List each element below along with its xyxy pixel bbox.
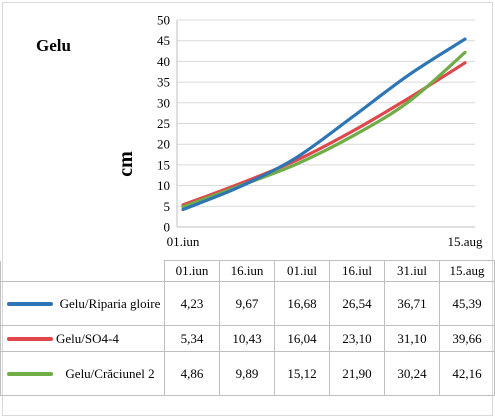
table-cell: 16,04 [274,325,330,352]
table-cell: 36,71 [384,281,440,326]
series-line-2 [181,50,467,209]
legend-label: Gelu/SO4-4 [56,330,119,346]
chart-title: Gelu [36,36,71,55]
series-layer [181,37,467,212]
table-cell: 23,10 [329,325,385,352]
table-cell: 39,66 [439,325,495,352]
y-tick-label: 5 [164,199,171,214]
y-tick-label: 35 [157,75,170,90]
table-cell: 9,67 [219,281,275,326]
table-row: Gelu/SO4-4 5,34 10,43 16,04 23,10 31,10 … [0,325,495,352]
table-cell: 4,86 [164,351,220,396]
table-header-cell: 16.iun [219,260,275,282]
data-table: 01.iun 16.iun 01.iul 16.iul 31.iul 15.au… [0,260,495,396]
legend-label: Gelu/Riparia gloire [59,295,161,311]
table-cell: 26,54 [329,281,385,326]
table-row: Gelu/Riparia gloire 4,23 9,67 16,68 26,5… [0,281,495,326]
legend-swatch-craciunel [7,371,53,376]
y-tick-label: 0 [164,220,171,235]
table-header-cell: 16.iul [329,260,385,282]
x-tick-label-end: 15.aug [447,234,483,249]
x-tick-label-start: 01.iun [167,234,200,249]
y-tick-label: 30 [157,95,170,110]
series-line-0 [181,37,467,212]
legend-swatch-riparia [7,301,53,306]
table-cell: 9,89 [219,351,275,396]
table-header-row: 01.iun 16.iun 01.iul 16.iul 31.iul 15.au… [0,260,495,282]
y-tick-label: 20 [157,137,170,152]
y-axis-label: cm [115,151,137,177]
y-tick-label: 25 [157,116,170,131]
y-tick-labels: 0 5 10 15 20 25 30 35 40 45 50 [157,13,170,235]
table-cell: 5,34 [164,325,220,352]
legend-cell-so4: Gelu/SO4-4 [0,325,165,352]
legend-label: Gelu/Crăciunel 2 [65,365,155,381]
y-tick-label: 10 [157,178,170,193]
table-header-cell: 31.iul [384,260,440,282]
table-cell: 21,90 [329,351,385,396]
table-header-cell: 01.iul [274,260,330,282]
table-header-cell: 01.iun [164,260,220,282]
table-cell: 42,16 [439,351,495,396]
y-tick-label: 40 [157,54,170,69]
y-tick-label: 15 [157,157,170,172]
table-cell: 31,10 [384,325,440,352]
legend-swatch-so4 [7,336,53,341]
legend-cell-riparia: Gelu/Riparia gloire [0,281,165,326]
table-cell: 30,24 [384,351,440,396]
table-cell: 10,43 [219,325,275,352]
table-cell: 16,68 [274,281,330,326]
table-cell: 45,39 [439,281,495,326]
y-tick-label: 45 [157,33,170,48]
legend-cell-craciunel: Gelu/Crăciunel 2 [0,351,165,396]
table-row: Gelu/Crăciunel 2 4,86 9,89 15,12 21,90 3… [0,351,495,396]
table-header-cell: 15.aug [439,260,495,282]
table-cell: 4,23 [164,281,220,326]
table-cell: 15,12 [274,351,330,396]
y-tick-label: 50 [157,13,170,28]
table-corner [0,260,165,282]
grid-layer [177,19,475,207]
series-line-1 [181,61,467,207]
